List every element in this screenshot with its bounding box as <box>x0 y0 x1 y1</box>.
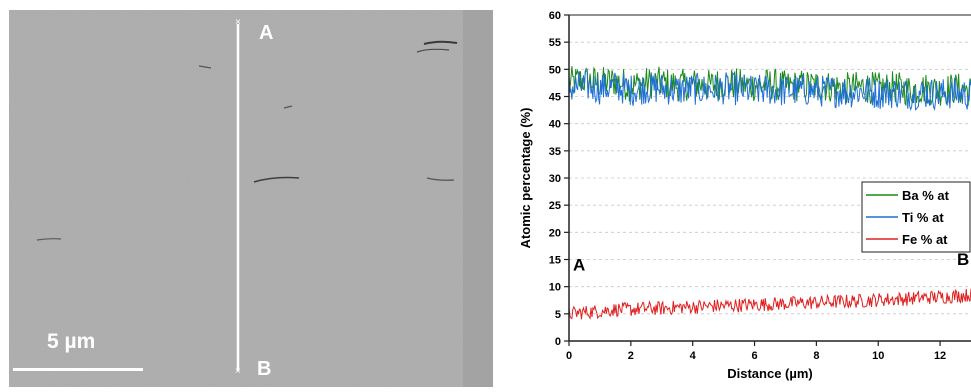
sem-crack <box>36 238 62 241</box>
linescan-end-marker: × <box>235 366 241 377</box>
sem-crack <box>426 177 455 181</box>
linescan-start-marker: × <box>235 17 241 28</box>
y-tick-label: 30 <box>549 173 561 185</box>
annotation-start: A <box>573 255 585 274</box>
sem-edge-shading <box>463 10 493 387</box>
y-tick-label: 60 <box>549 10 561 22</box>
x-tick-label: 12 <box>934 350 946 362</box>
y-tick-label: 0 <box>555 336 561 348</box>
legend: Ba % at Ti % at Fe % at <box>861 181 971 253</box>
y-tick-label: 45 <box>549 92 561 104</box>
linescan-chart: 0 5 10 15 20 25 30 35 40 45 50 55 60 0 2 4 6 8 10 12 Atomic… <box>500 0 971 387</box>
legend-label: Ti % at <box>902 210 944 225</box>
y-tick-label: 55 <box>549 37 561 49</box>
y-axis-title: Atomic percentage (%) <box>518 108 533 249</box>
y-tick-label: 5 <box>555 309 561 321</box>
sem-image: × × A B 5 µm <box>9 10 493 387</box>
y-tick-label: 20 <box>549 227 561 239</box>
x-tick-label: 0 <box>566 350 572 362</box>
x-tick-label: 8 <box>813 350 819 362</box>
y-tick-label: 25 <box>549 200 561 212</box>
x-tick-label: 4 <box>690 350 697 362</box>
y-tick-label: 40 <box>549 119 561 131</box>
chart-canvas: 0 5 10 15 20 25 30 35 40 45 50 55 60 0 2 4 6 8 10 12 Atomic… <box>518 10 971 381</box>
sem-crack <box>423 40 458 45</box>
y-tick-label: 35 <box>549 146 561 158</box>
series-line-1 <box>568 70 971 112</box>
annotation-end: B <box>957 250 969 269</box>
sem-crack <box>283 105 293 109</box>
y-tick-label: 15 <box>549 255 561 267</box>
y-tick-label: 50 <box>549 64 561 76</box>
series-line-2 <box>568 288 971 320</box>
ticks: 0 5 10 15 20 25 30 35 40 45 50 55 60 0 2 4 6 8 10 12 <box>549 10 946 362</box>
x-tick-label: 2 <box>628 350 634 362</box>
legend-label: Fe % at <box>902 232 948 247</box>
linescan-end-label: B <box>257 358 271 380</box>
series-line-0 <box>568 66 971 107</box>
x-axis-title: Distance (µm) <box>727 366 813 381</box>
sem-crack <box>416 48 450 53</box>
series-lines <box>568 66 971 320</box>
sem-micrograph: × × A B 5 µm <box>9 10 493 387</box>
x-tick-label: 10 <box>872 350 884 362</box>
sem-crack <box>253 176 300 183</box>
y-tick-label: 10 <box>549 282 561 294</box>
x-tick-label: 6 <box>751 350 757 362</box>
sem-crack <box>198 65 212 69</box>
linescan-start-label: A <box>259 22 273 44</box>
sem-grain-texture <box>9 10 493 387</box>
gridlines <box>569 14 971 315</box>
scale-bar <box>13 368 143 371</box>
scale-bar-label: 5 µm <box>47 330 95 353</box>
legend-label: Ba % at <box>902 188 950 203</box>
